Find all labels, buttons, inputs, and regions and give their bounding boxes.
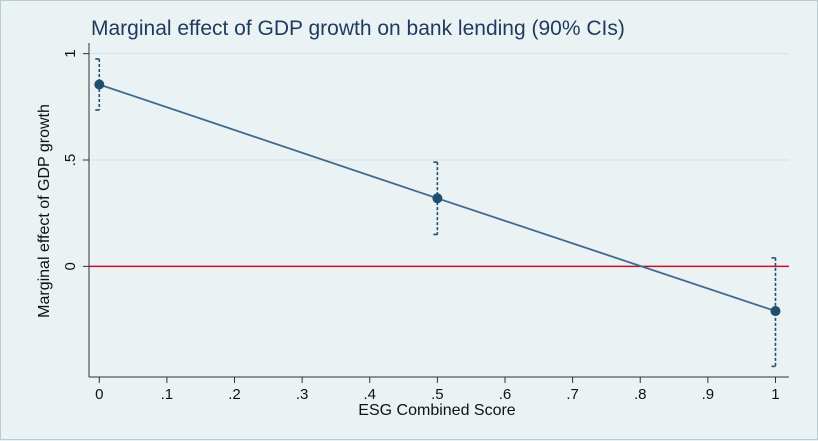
plot-area	[79, 43, 789, 377]
y-tick-label: 0	[62, 262, 79, 270]
x-ticks: 0 .1 .2 .3 .4 .5 .6 .7 .8 .9 1	[95, 377, 780, 403]
data-point	[94, 79, 105, 90]
x-tick-label: 0	[95, 386, 103, 403]
x-tick-label: .8	[634, 386, 647, 403]
y-ticks: 0.51	[62, 49, 89, 271]
ci-bar	[771, 257, 777, 368]
y-tick-label: 1	[62, 49, 79, 57]
data-points	[94, 79, 781, 317]
chart-title: Marginal effect of GDP growth on bank le…	[91, 17, 625, 40]
x-tick-label: .1	[161, 386, 174, 403]
x-axis-title: ESG Combined Score	[358, 402, 516, 419]
data-point	[770, 306, 781, 317]
data-point	[432, 193, 443, 204]
y-axis-title: Marginal effect of GDP growth	[36, 104, 53, 318]
x-tick-label: .6	[499, 386, 512, 403]
x-tick-label: .9	[702, 386, 715, 403]
x-tick-label: .3	[296, 386, 309, 403]
x-tick-label: .4	[364, 386, 377, 403]
x-tick-label: .7	[566, 386, 579, 403]
y-tick-label: .5	[62, 154, 79, 167]
x-tick-label: .5	[431, 386, 444, 403]
x-tick-label: .2	[228, 386, 241, 403]
x-tick-label: 1	[771, 386, 779, 403]
